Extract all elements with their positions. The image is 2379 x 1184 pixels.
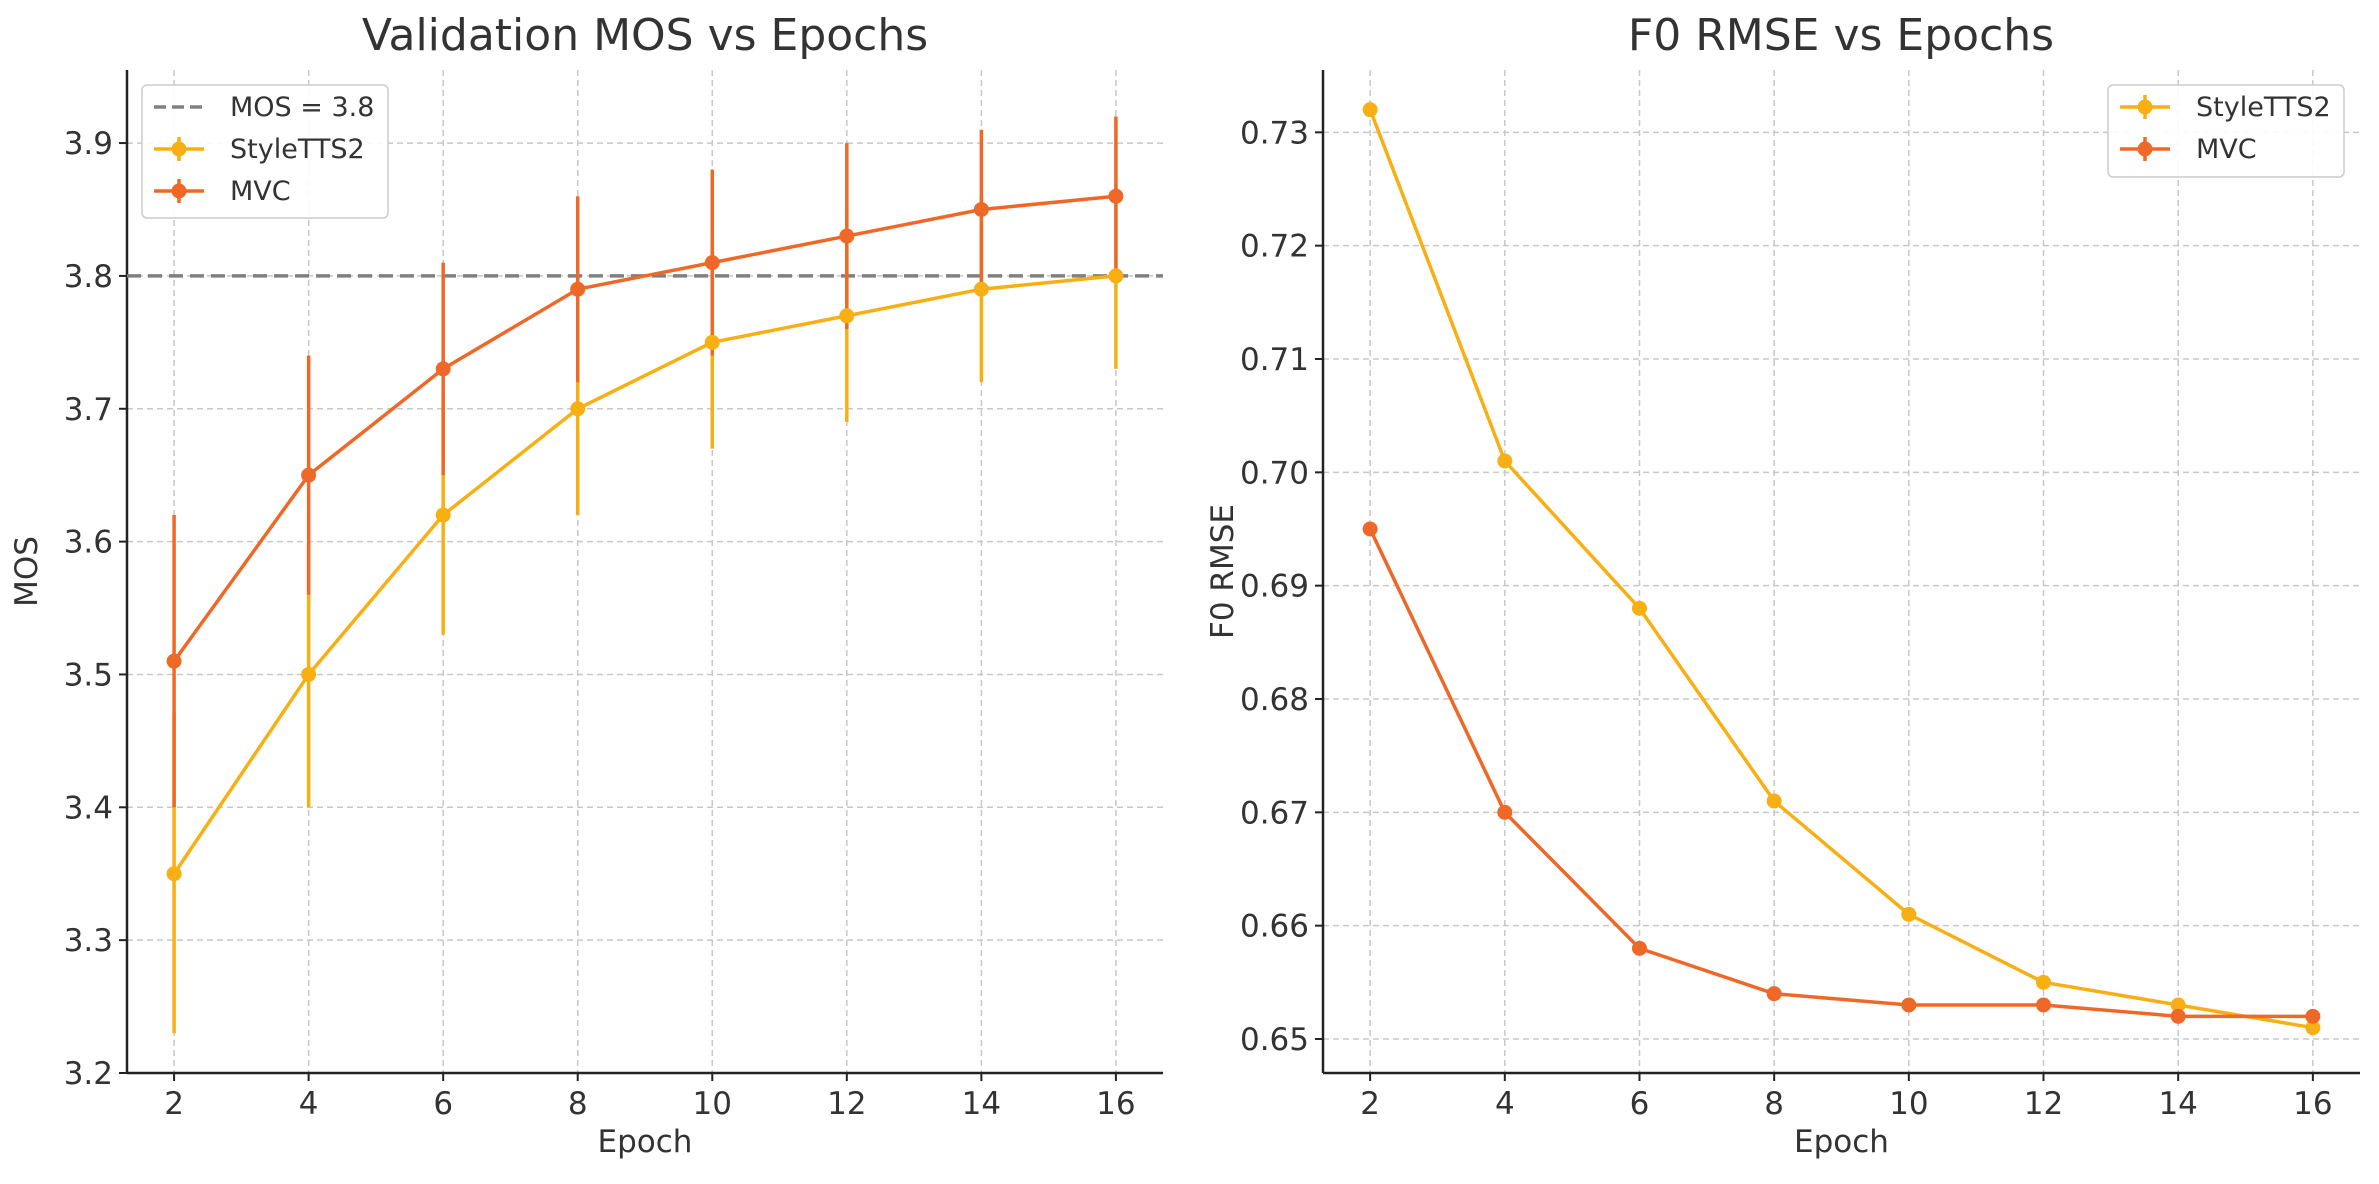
- chart-panel-2: 2 4 6 8 10 12 14 16 0.65 0.66 0.67 0.68 0.69 0.70 0.71…: [1205, 10, 2360, 1160]
- chart-title: F0 RMSE vs Epochs: [1628, 10, 2054, 61]
- y-axis-label: F0 RMSE: [1205, 504, 1241, 639]
- data-point: [2036, 997, 2052, 1013]
- y-tick-label: 3.4: [64, 790, 113, 826]
- y-tick-label: 0.67: [1240, 795, 1309, 831]
- legend-label: StyleTTS2: [230, 134, 365, 165]
- x-tick-label: 6: [433, 1086, 453, 1122]
- data-point: [1497, 453, 1513, 469]
- x-tick-label: 2: [1360, 1086, 1380, 1122]
- data-point: [1362, 102, 1378, 118]
- data-point: [1631, 940, 1647, 956]
- data-point: [1108, 268, 1124, 284]
- x-tick-label: 4: [1495, 1086, 1515, 1122]
- series-line-mvc: [1368, 528, 2313, 1019]
- x-tick-label: 10: [693, 1086, 732, 1122]
- chart-title: Validation MOS vs Epochs: [362, 10, 928, 61]
- y-tick-label: 3.9: [64, 126, 113, 162]
- x-tick-label: 14: [962, 1086, 1001, 1122]
- y-tick-label: 0.72: [1240, 229, 1309, 265]
- data-point: [301, 467, 317, 483]
- series-line-styletts2: [172, 274, 1117, 875]
- legend: StyleTTS2 MVC: [2107, 84, 2345, 178]
- data-point: [570, 401, 586, 417]
- y-tick-label: 3.5: [64, 657, 113, 693]
- data-point: [1901, 906, 1917, 922]
- data-point: [166, 866, 182, 882]
- x-tick-label: 12: [2024, 1086, 2063, 1122]
- data-point: [1497, 804, 1513, 820]
- x-tick-label: 10: [1889, 1086, 1928, 1122]
- legend-swatch-marker: [171, 141, 187, 157]
- data-point: [435, 507, 451, 523]
- series-line-mvc: [172, 194, 1117, 663]
- legend-label: StyleTTS2: [2196, 92, 2331, 123]
- legend: MOS = 3.8 StyleTTS2 MVC: [141, 84, 389, 219]
- y-tick-label: 0.70: [1240, 455, 1309, 491]
- legend-label: MOS = 3.8: [230, 92, 374, 123]
- legend-swatch-marker: [2137, 141, 2153, 157]
- legend-label: MVC: [230, 176, 291, 207]
- data-point: [1766, 986, 1782, 1002]
- legend-swatch-marker: [2137, 99, 2153, 115]
- data-point: [973, 281, 989, 297]
- data-point: [839, 308, 855, 324]
- y-tick-label: 3.3: [64, 923, 113, 959]
- data-point: [839, 228, 855, 244]
- data-point: [2305, 1008, 2321, 1024]
- y-tick-label: 3.6: [64, 525, 113, 561]
- legend-label: MVC: [2196, 134, 2257, 165]
- data-point: [2170, 997, 2186, 1013]
- data-point: [301, 666, 317, 682]
- x-axis-label: Epoch: [598, 1124, 693, 1160]
- y-tick-label: 0.69: [1240, 569, 1309, 605]
- data-point: [704, 255, 720, 271]
- data-point: [1631, 600, 1647, 616]
- y-tick-label: 0.71: [1240, 342, 1309, 378]
- data-point: [570, 281, 586, 297]
- y-tick-label: 0.73: [1240, 115, 1309, 151]
- x-axis-label: Epoch: [1794, 1124, 1889, 1160]
- y-tick-label: 3.2: [64, 1056, 113, 1092]
- data-point: [2170, 1008, 2186, 1024]
- data-point: [973, 201, 989, 217]
- y-axis-label: MOS: [9, 536, 45, 607]
- x-tick-label: 8: [1764, 1086, 1784, 1122]
- x-tick-label: 2: [164, 1086, 184, 1122]
- data-point: [1362, 521, 1378, 537]
- y-tick-label: 0.68: [1240, 682, 1309, 718]
- chart-panel-1: 2 4 6 8 10 12 14 16 3.2 3.3 3.4 3.5 3.6 3.7 3.8 3.9 Vali…: [9, 10, 1163, 1160]
- x-tick-label: 12: [827, 1086, 866, 1122]
- data-point: [166, 653, 182, 669]
- data-point: [435, 361, 451, 377]
- data-point: [1108, 188, 1124, 204]
- y-tick-label: 3.8: [64, 259, 113, 295]
- y-tick-label: 0.66: [1240, 909, 1309, 945]
- data-point: [2036, 974, 2052, 990]
- data-point: [704, 334, 720, 350]
- x-tick-label: 8: [568, 1086, 588, 1122]
- data-point: [1766, 793, 1782, 809]
- series-line-styletts2: [1368, 109, 2314, 1030]
- x-tick-label: 16: [1096, 1086, 1135, 1122]
- x-tick-label: 4: [299, 1086, 319, 1122]
- x-tick-label: 14: [2158, 1086, 2197, 1122]
- y-tick-label: 3.7: [64, 392, 113, 428]
- data-point: [1901, 997, 1917, 1013]
- legend-box: [141, 84, 389, 219]
- data-point: [2305, 1020, 2321, 1036]
- x-tick-label: 6: [1630, 1086, 1650, 1122]
- y-tick-label: 0.65: [1240, 1022, 1309, 1058]
- x-tick-label: 16: [2293, 1086, 2332, 1122]
- legend-swatch-marker: [171, 183, 187, 199]
